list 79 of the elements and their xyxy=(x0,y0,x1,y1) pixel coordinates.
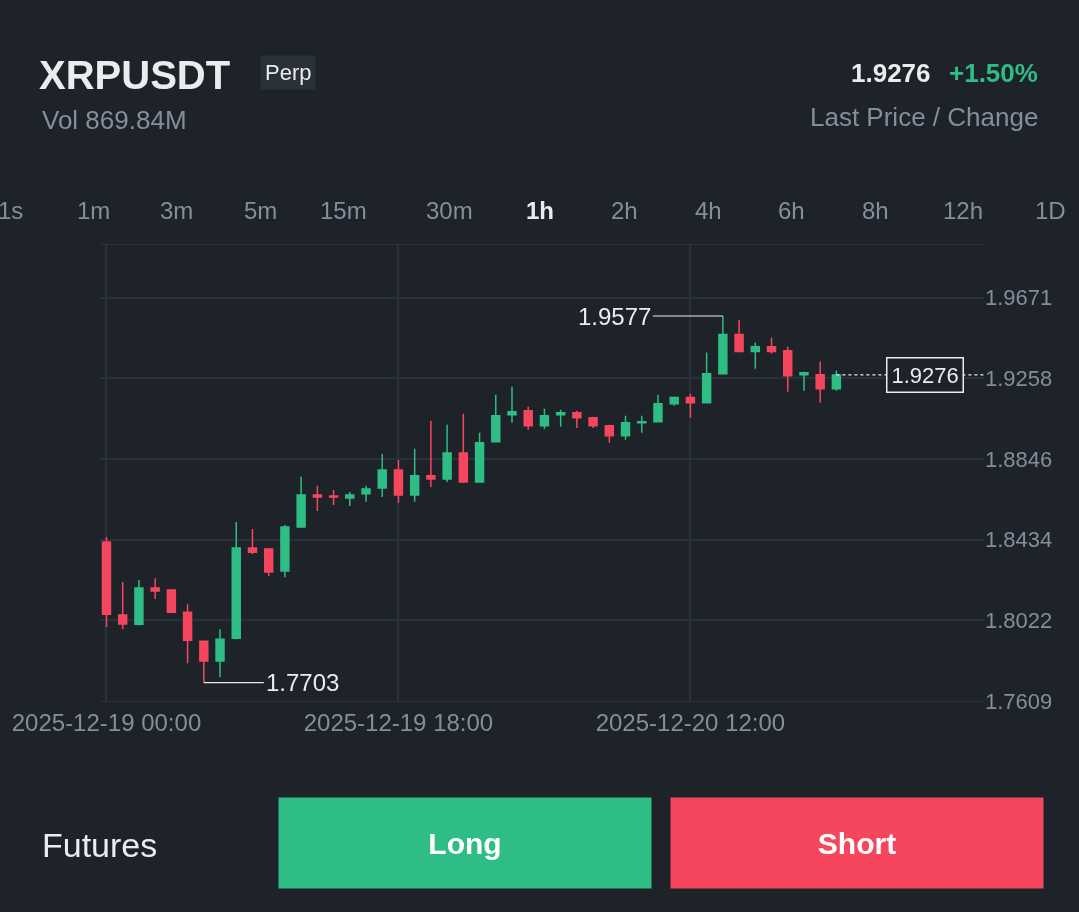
x-tick-label: 2025-12-19 18:00 xyxy=(303,708,494,736)
candlestick xyxy=(750,341,761,370)
text: 1h xyxy=(526,197,555,224)
candlestick xyxy=(312,485,323,512)
candlestick xyxy=(426,420,436,488)
y-tick-label: 1.9671 xyxy=(985,285,1053,311)
text: 3m xyxy=(160,197,194,224)
candlestick xyxy=(361,485,371,503)
candlestick xyxy=(588,416,598,429)
text: Long xyxy=(428,826,502,860)
text: 8h xyxy=(862,197,889,224)
candlestick xyxy=(734,318,744,354)
text: 6h xyxy=(778,197,805,224)
chart-title: XRPUSDT xyxy=(39,53,231,97)
candlestick xyxy=(328,489,339,506)
candlestick xyxy=(345,491,355,507)
candlestick xyxy=(182,603,193,664)
text: 1D xyxy=(1035,197,1066,224)
candlestick xyxy=(637,415,647,434)
candlestick xyxy=(572,409,582,429)
text: +1.50% xyxy=(949,58,1038,88)
candlestick xyxy=(296,476,306,528)
candlestick xyxy=(701,351,712,404)
candlestick xyxy=(474,432,485,483)
ref-line-label: 1.9276 xyxy=(891,362,959,388)
candlestick xyxy=(280,524,290,578)
text: Vol 869.84M xyxy=(42,105,187,135)
candlestick xyxy=(539,407,550,430)
candlestick xyxy=(523,406,533,431)
text: Short xyxy=(817,826,897,860)
candlestick xyxy=(718,315,728,375)
candlestick xyxy=(442,424,452,483)
candlestick xyxy=(783,345,793,393)
candlestick xyxy=(215,628,225,679)
y-tick-label: 1.8846 xyxy=(985,446,1053,472)
text: 12h xyxy=(943,197,984,224)
text: 1s xyxy=(0,197,24,224)
candlestick xyxy=(653,393,663,423)
candlestick xyxy=(669,396,679,407)
candlestick xyxy=(555,408,566,428)
candlestick xyxy=(231,521,241,640)
candlestick xyxy=(247,528,258,555)
candlestick xyxy=(134,579,144,627)
text: 4h xyxy=(695,197,722,224)
candlestick xyxy=(263,547,274,577)
x-tick-label: 2025-12-20 12:00 xyxy=(595,708,786,736)
text: 2h xyxy=(611,197,638,224)
candlestick xyxy=(685,392,696,419)
text: Perp xyxy=(265,60,312,85)
annotation: 1.7703 xyxy=(266,669,340,696)
candlestick xyxy=(393,459,404,504)
text: 5m xyxy=(244,197,278,224)
candlestick xyxy=(150,577,160,600)
annotation: 1.9577 xyxy=(578,303,652,330)
candlestick xyxy=(377,453,387,498)
text: 1m xyxy=(77,197,111,224)
text: 15m xyxy=(320,197,367,224)
candlestick xyxy=(199,640,209,684)
candlestick xyxy=(815,360,825,404)
y-tick-label: 1.9258 xyxy=(985,366,1053,392)
y-tick-label: 1.8022 xyxy=(985,607,1053,633)
candlestick xyxy=(409,448,420,503)
text: 1.9276 xyxy=(851,58,931,88)
candlestick xyxy=(799,371,809,392)
text: Futures xyxy=(42,826,158,864)
text: Last Price / Change xyxy=(810,102,1039,132)
y-tick-label: 1.7609 xyxy=(985,688,1053,714)
text: 30m xyxy=(426,197,473,224)
candlestick xyxy=(491,393,501,443)
candlestick xyxy=(458,413,469,484)
candlestick xyxy=(166,589,177,614)
candlestick xyxy=(507,386,517,424)
x-tick-label: 2025-12-19 00:00 xyxy=(11,708,202,736)
candlestick xyxy=(831,370,842,392)
y-tick-label: 1.8434 xyxy=(985,527,1053,553)
candlestick xyxy=(117,581,128,630)
candlestick xyxy=(604,424,615,444)
candlestick xyxy=(101,536,112,628)
candlestick xyxy=(620,415,631,441)
